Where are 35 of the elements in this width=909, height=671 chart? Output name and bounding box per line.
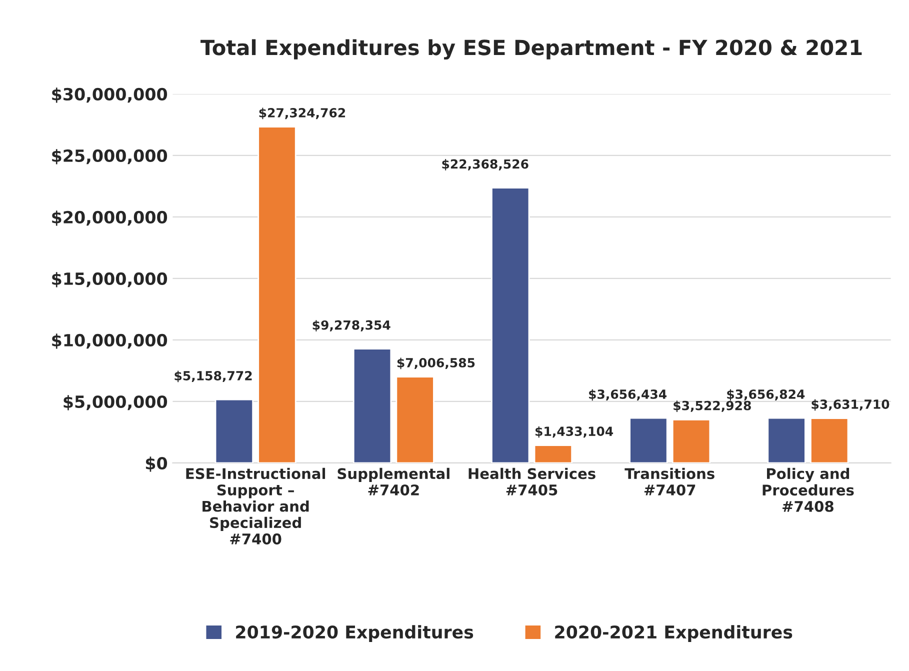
chart-title: Total Expenditures by ESE Department - FY 2020 & 2021 xyxy=(200,39,862,60)
y-tick-label: $25,000,000 xyxy=(52,149,168,164)
x-tick-label: Transitions #7407 xyxy=(624,468,714,496)
data-label: $1,433,104 xyxy=(536,426,614,438)
bar xyxy=(491,187,530,463)
x-tick-label: Supplemental #7402 xyxy=(338,468,450,496)
x-tick-label: Policy and Procedures #7408 xyxy=(762,468,854,512)
bar xyxy=(258,126,296,463)
data-label: $3,631,710 xyxy=(812,399,890,411)
bar xyxy=(214,398,254,463)
data-label: $5,158,772 xyxy=(174,370,252,382)
x-tick-label: ESE-Instructional Support – Behavior and Specialized #7400 xyxy=(186,468,326,544)
data-label: $3,656,824 xyxy=(727,389,805,401)
legend-label: 2019-2020 Expenditures xyxy=(236,625,474,642)
y-tick-label: $30,000,000 xyxy=(52,88,168,103)
data-label: $22,368,526 xyxy=(442,159,528,170)
bar xyxy=(672,418,711,463)
y-tick-label: $10,000,000 xyxy=(52,334,168,349)
bar xyxy=(396,376,434,463)
x-tick-label: Health Services #7405 xyxy=(468,468,596,496)
y-tick-label: $15,000,000 xyxy=(52,272,168,288)
bar xyxy=(629,417,668,463)
bar xyxy=(767,417,806,463)
y-tick-label: $20,000,000 xyxy=(52,210,168,226)
data-label: $7,006,585 xyxy=(397,358,475,370)
y-tick-label: $5,000,000 xyxy=(64,395,168,410)
data-label: $9,278,354 xyxy=(312,320,390,332)
bar xyxy=(352,348,392,463)
bar xyxy=(534,444,573,463)
data-label: $3,522,928 xyxy=(674,400,751,412)
bar xyxy=(810,418,849,463)
legend-label: 2020-2021 Expenditures xyxy=(555,625,792,642)
data-label: $3,656,434 xyxy=(589,389,667,401)
data-label: $27,324,762 xyxy=(259,108,346,120)
y-tick-label: $0 xyxy=(146,456,168,472)
